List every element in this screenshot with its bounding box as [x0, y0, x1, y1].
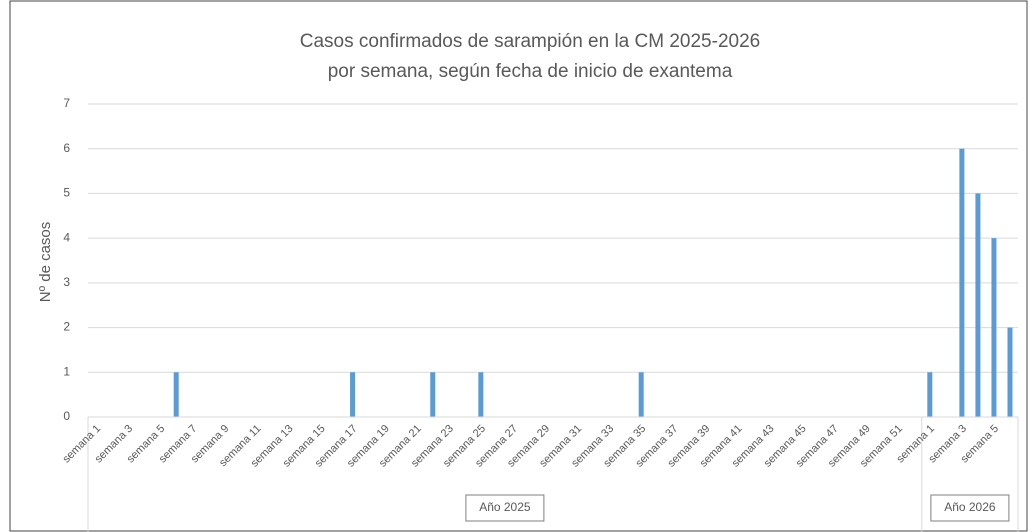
y-axis-label: Nº de casos	[37, 222, 54, 303]
group-label-box	[465, 494, 545, 522]
group-label: Año 2025	[479, 500, 531, 514]
y-tick-label: 5	[63, 186, 70, 200]
bar	[991, 238, 997, 417]
group-label-box	[930, 494, 1010, 522]
group-label: Año 2026	[944, 500, 996, 514]
chart-subtitle: por semana, según fecha de inicio de exa…	[328, 61, 733, 82]
y-tick-label: 3	[63, 275, 70, 289]
chart-title: Casos confirmados de sarampión en la CM …	[300, 31, 760, 52]
bar	[638, 372, 644, 417]
chart-frame	[9, 0, 1028, 532]
y-tick-label: 2	[63, 320, 70, 334]
bar	[927, 372, 933, 417]
y-tick-label: 6	[63, 141, 70, 155]
bar	[478, 372, 484, 417]
y-tick-label: 7	[63, 96, 70, 110]
bar	[173, 372, 179, 417]
bar	[975, 193, 981, 417]
y-tick-label: 1	[63, 364, 70, 378]
bar	[350, 372, 356, 417]
y-tick-label: 0	[63, 409, 70, 423]
bar	[1007, 327, 1013, 417]
bar	[959, 148, 965, 417]
y-tick-label: 4	[63, 230, 70, 244]
bar	[430, 372, 436, 417]
